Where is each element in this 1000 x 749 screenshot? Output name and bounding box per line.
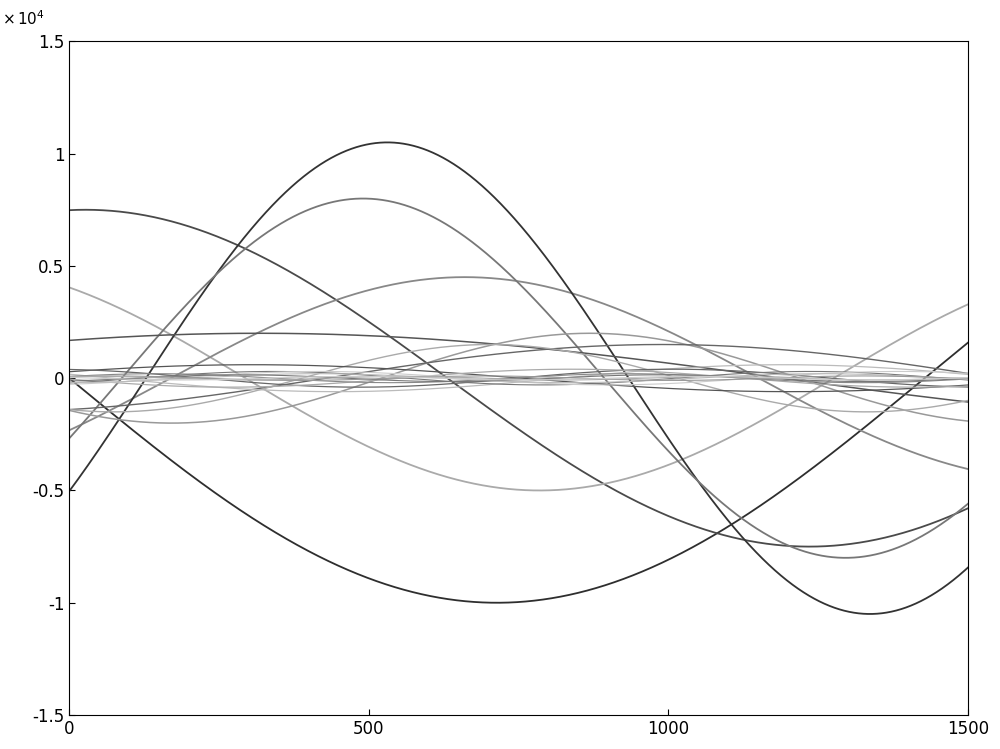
Text: $\times\,10^4$: $\times\,10^4$	[2, 9, 45, 28]
